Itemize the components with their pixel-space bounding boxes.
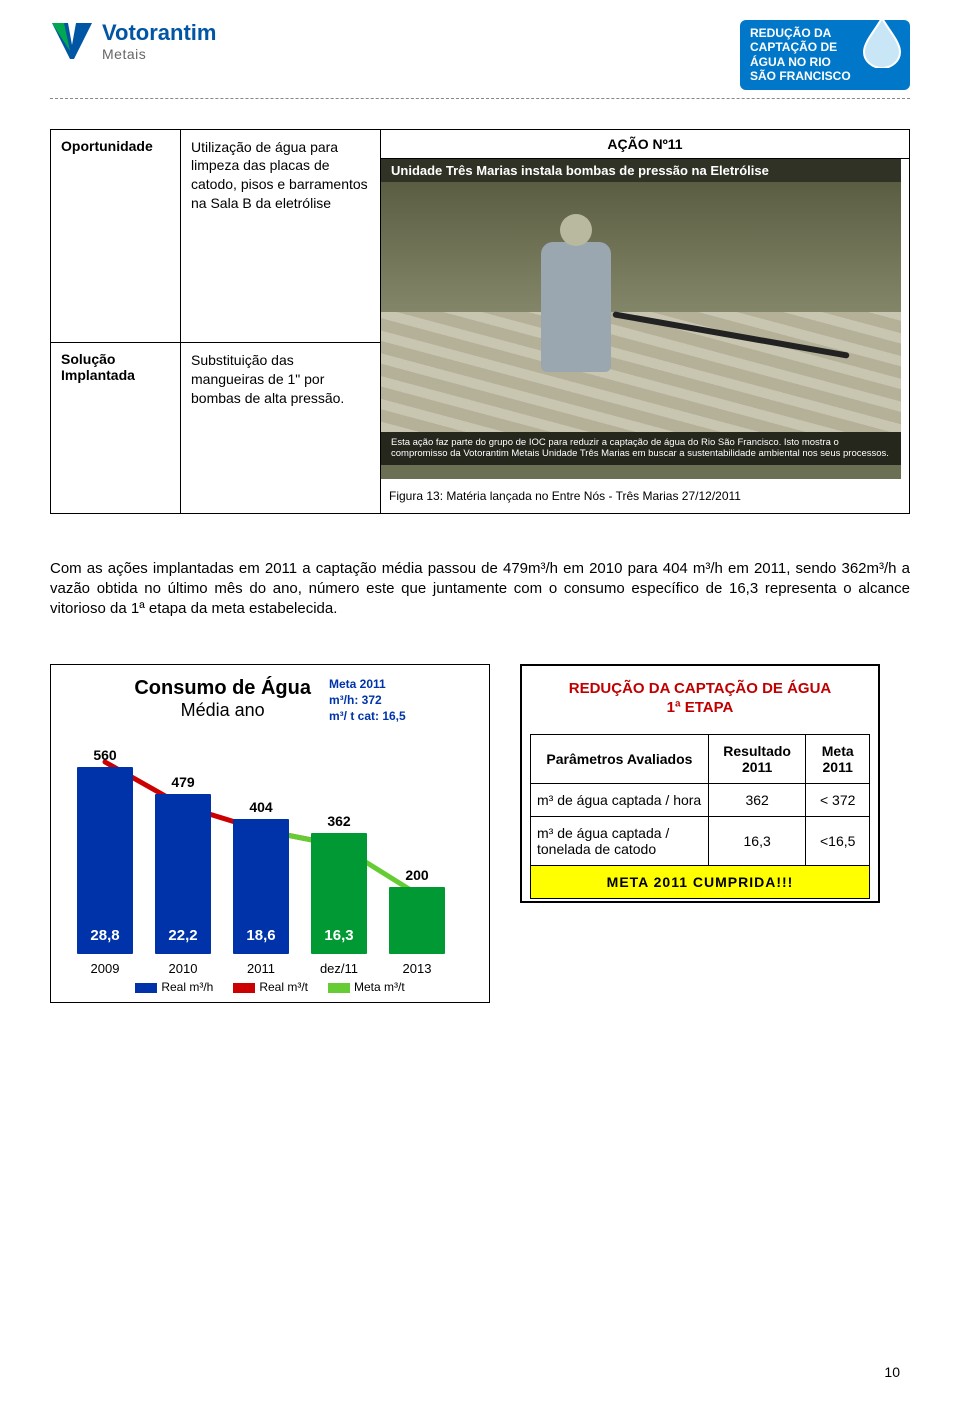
consumption-chart: Consumo de Água Média ano Meta 2011 m³/h… [50, 664, 490, 1003]
bar-value-label: 404 [233, 799, 289, 815]
legend-item: Real m³/h [135, 980, 213, 994]
meta-cumprida-cell: META 2011 CUMPRIDA!!! [531, 865, 870, 898]
chart-title-sub: Média ano [134, 700, 311, 721]
param-row: m³ de água captada / tonelada de catodo1… [531, 816, 870, 865]
result-title: REDUÇÃO DA CAPTAÇÃO DE ÁGUA 1ª ETAPA [530, 680, 870, 718]
chart-bar [389, 887, 445, 954]
param-header: Parâmetros Avaliados [531, 734, 709, 783]
logo-left: Votorantim Metais [50, 20, 216, 62]
bar-x-label: 2013 [389, 961, 445, 976]
bar-x-label: 2011 [233, 961, 289, 976]
result-box: REDUÇÃO DA CAPTAÇÃO DE ÁGUA 1ª ETAPA Par… [520, 664, 880, 903]
chart-bar [77, 767, 133, 954]
logo-right-badge: REDUÇÃO DA CAPTAÇÃO DE ÁGUA NO RIO SÃO F… [740, 20, 910, 90]
row-oportunidade-text: Utilização de água para limpeza das plac… [181, 129, 381, 343]
worker-illustration [541, 242, 631, 412]
meta-cumprida-row: META 2011 CUMPRIDA!!! [531, 865, 870, 898]
header-divider [50, 98, 910, 99]
meta-line: m³/ t cat: 16,5 [329, 709, 406, 725]
meta-line: Meta 2011 [329, 677, 406, 693]
param-cell: 362 [708, 783, 806, 816]
bar-inner-label: 22,2 [155, 927, 211, 944]
bar-x-label: 2009 [77, 961, 133, 976]
logo-text: Votorantim Metais [102, 20, 216, 62]
brand-sub: Metais [102, 46, 216, 62]
row-oportunidade-label: Oportunidade [51, 129, 181, 343]
param-table: Parâmetros AvaliadosResultado 2011Meta 2… [530, 734, 870, 899]
figure-caption: Figura 13: Matéria lançada no Entre Nós … [381, 479, 909, 513]
photo-banner: Unidade Três Marias instala bombas de pr… [381, 159, 901, 182]
charts-row: Consumo de Água Média ano Meta 2011 m³/h… [50, 664, 910, 1003]
param-cell: < 372 [806, 783, 870, 816]
logo-v-icon [50, 21, 94, 61]
legend-item: Real m³/t [233, 980, 308, 994]
body-paragraph: Com as ações implantadas em 2011 a capta… [50, 559, 910, 620]
result-title-l1: REDUÇÃO DA CAPTAÇÃO DE ÁGUA [569, 680, 832, 697]
chart-title: Consumo de Água Média ano [134, 677, 311, 721]
photo-footer: Esta ação faz parte do grupo de IOC para… [381, 432, 901, 466]
acao-title: AÇÃO Nº11 [381, 130, 909, 159]
legend-item: Meta m³/t [328, 980, 405, 994]
page-number: 10 [884, 1364, 900, 1380]
row-solucao-text: Substituição das mangueiras de 1" por bo… [181, 343, 381, 513]
param-cell: <16,5 [806, 816, 870, 865]
brand-name: Votorantim [102, 20, 216, 46]
badge-line: SÃO FRANCISCO [750, 69, 900, 83]
photo-cell: Unidade Três Marias instala bombas de pr… [381, 159, 901, 479]
chart-area: 560 28,8 2009 479 22,2 2010 404 18,6 2011 362 16,3… [65, 744, 475, 974]
param-header: Resultado 2011 [708, 734, 806, 783]
param-row: m³ de água captada / hora362< 372 [531, 783, 870, 816]
param-cell: m³ de água captada / hora [531, 783, 709, 816]
bar-value-label: 200 [389, 867, 445, 883]
chart-meta-box: Meta 2011 m³/h: 372 m³/ t cat: 16,5 [329, 677, 406, 724]
meta-line: m³/h: 372 [329, 693, 406, 709]
bar-inner-label: 18,6 [233, 927, 289, 944]
bar-value-label: 362 [311, 813, 367, 829]
row-solucao-label: Solução Implantada [51, 343, 181, 513]
document-header: Votorantim Metais REDUÇÃO DA CAPTAÇÃO DE… [50, 20, 910, 90]
param-cell: 16,3 [708, 816, 806, 865]
bar-value-label: 479 [155, 774, 211, 790]
bar-inner-label: 16,3 [311, 927, 367, 944]
chart-legend: Real m³/h Real m³/t Meta m³/t [65, 980, 475, 994]
bar-value-label: 560 [77, 747, 133, 763]
chart-title-big: Consumo de Água [134, 677, 311, 700]
bar-inner-label: 28,8 [77, 927, 133, 944]
param-cell: m³ de água captada / tonelada de catodo [531, 816, 709, 865]
photo-body [381, 182, 901, 432]
action-table: Oportunidade Utilização de água para lim… [50, 129, 910, 514]
param-header: Meta 2011 [806, 734, 870, 783]
water-drop-icon [860, 16, 904, 68]
bar-x-label: 2010 [155, 961, 211, 976]
bar-x-label: dez/11 [311, 961, 367, 976]
result-title-l2: 1ª ETAPA [667, 699, 734, 716]
